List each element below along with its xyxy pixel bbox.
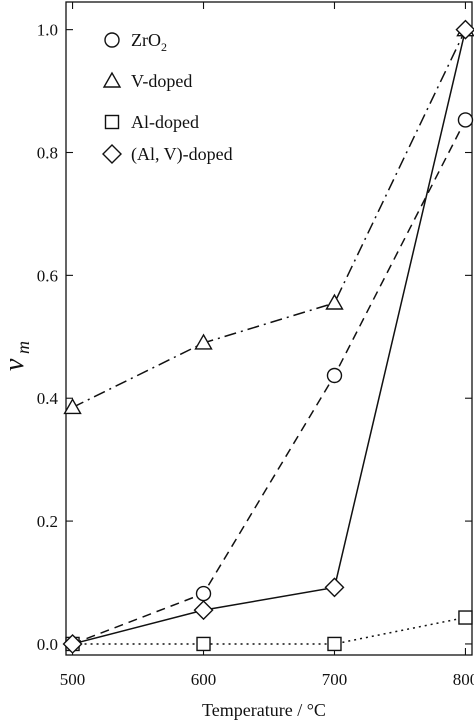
x-tick-label-700: 700 <box>322 670 348 689</box>
data-point-al-doped-800 <box>458 610 473 625</box>
y-tick-label-0.4: 0.4 <box>37 389 59 408</box>
y-tick-label-0.6: 0.6 <box>37 266 58 285</box>
data-point-v-doped-700 <box>325 293 344 310</box>
y-tick-label-0.2: 0.2 <box>37 512 58 531</box>
legend-label-zro2: ZrO2 <box>131 30 167 54</box>
y-axis-title: ν m <box>0 341 33 371</box>
series-line-zro2 <box>72 119 467 645</box>
data-point-zro2-600 <box>195 585 212 602</box>
series-group <box>72 29 467 645</box>
data-point-zro2-800 <box>457 112 474 128</box>
y-tick-label-0.0: 0.0 <box>37 635 58 654</box>
legend-label--al-v-doped: (Al, V)-doped <box>131 144 233 165</box>
legend-marker-al-doped <box>104 114 120 130</box>
markers-group <box>62 19 474 654</box>
ticks: 500 600 700 800 0.0 0.2 0.4 0.6 0.8 1.0 <box>37 2 474 689</box>
y-axis-title-subscript: m <box>13 341 33 354</box>
legend-marker--al-v-doped <box>102 144 122 164</box>
y-tick-label-1.0: 1.0 <box>37 21 58 40</box>
data-point-al-doped-600 <box>196 636 211 652</box>
y-tick-label-0.8: 0.8 <box>37 144 58 163</box>
legend-label-v-doped: V-doped <box>131 71 192 91</box>
x-axis-title: Temperature / °C <box>202 700 326 720</box>
axes <box>65 1 473 656</box>
legend-marker-zro2 <box>104 32 120 48</box>
data-point-v-doped-500 <box>63 398 82 415</box>
legend-label-al-doped: Al-doped <box>131 112 199 132</box>
x-tick-label-800: 800 <box>453 670 474 689</box>
series-line-v-doped <box>72 29 467 409</box>
x-tick-label-500: 500 <box>60 670 86 689</box>
data-point-v-doped-600 <box>194 333 213 350</box>
data-point-al-doped-700 <box>327 636 342 652</box>
x-tick-label-600: 600 <box>191 670 217 689</box>
data-point--al-v-doped-800 <box>455 19 474 40</box>
data-point--al-v-doped-700 <box>324 577 345 598</box>
legend: ZrO2 V-doped Al-doped (Al, V)-doped <box>102 30 233 165</box>
data-point-zro2-700 <box>326 367 343 384</box>
y-axis-title-main: ν <box>0 358 30 371</box>
legend-marker-v-doped <box>102 71 122 88</box>
data-point--al-v-doped-600 <box>193 600 214 621</box>
plot-frame <box>65 1 473 656</box>
data-point--al-v-doped-500 <box>62 633 83 654</box>
series-line--al-v-doped <box>72 29 467 645</box>
